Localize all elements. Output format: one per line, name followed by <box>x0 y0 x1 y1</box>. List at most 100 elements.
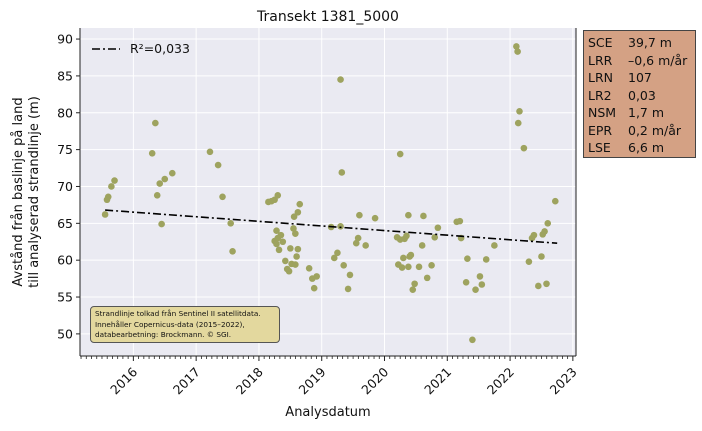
data-point <box>305 264 313 272</box>
data-point <box>407 251 415 259</box>
data-point <box>469 336 476 344</box>
data-point <box>337 76 344 83</box>
x-tick-label: 2017 <box>170 364 203 397</box>
data-point <box>472 286 479 293</box>
data-point <box>415 263 423 271</box>
y-tick-label: 65 <box>57 216 73 231</box>
data-point <box>108 183 115 190</box>
stat-key: LR2 <box>588 87 612 103</box>
data-point <box>398 264 406 271</box>
data-point <box>520 144 528 152</box>
data-point <box>400 254 407 262</box>
stat-value: 6,6 m <box>628 140 665 155</box>
data-point <box>346 271 354 279</box>
data-point <box>405 263 412 271</box>
data-point <box>405 211 412 219</box>
data-point <box>544 220 552 227</box>
stat-row: LR2 0,03 <box>588 87 695 105</box>
stat-key: NSM <box>588 105 617 120</box>
data-point <box>285 267 293 275</box>
data-point <box>111 177 118 184</box>
data-point <box>206 148 214 156</box>
y-tick-label: 50 <box>57 326 73 341</box>
data-point <box>313 273 320 280</box>
data-point <box>277 231 285 239</box>
stat-row: SCE 39,7 m <box>588 34 695 52</box>
data-point <box>371 214 379 222</box>
data-point <box>338 169 346 176</box>
data-point <box>294 208 302 216</box>
x-tick-label: 2016 <box>107 364 140 397</box>
y-tick-label: 70 <box>57 179 73 194</box>
data-point <box>352 239 360 247</box>
data-point <box>482 256 490 263</box>
stat-value: 0,2 m/år <box>628 122 682 138</box>
stat-key: EPR <box>588 122 613 138</box>
y-tick-label: 75 <box>57 142 73 157</box>
data-point <box>516 107 523 115</box>
stat-value: 1,7 m <box>628 105 665 120</box>
data-point <box>543 280 550 288</box>
data-point <box>409 286 417 293</box>
stat-row: LSE 6,6 m <box>588 139 695 157</box>
grid <box>80 28 576 356</box>
data-point <box>229 248 236 255</box>
stat-row: NSM 1,7 m <box>588 104 695 122</box>
data-point <box>273 227 280 234</box>
data-point <box>274 192 282 199</box>
data-point <box>356 211 363 219</box>
data-point <box>456 217 464 225</box>
data-point <box>153 192 161 199</box>
legend-label: R²=0,033 <box>130 41 190 56</box>
note-line: Strandlinje tolkad från Sentinel II sate… <box>95 309 261 318</box>
data-point <box>158 220 165 228</box>
x-tick-label: 2019 <box>296 364 329 397</box>
stat-row: LRN 107 <box>588 69 695 87</box>
stat-key: LRN <box>588 70 613 85</box>
data-point <box>279 238 287 246</box>
stat-key: SCE <box>588 35 613 50</box>
statistics-box: SCE 39,7 m LRR –0,6 m/år LRN 107 LR2 0,0… <box>583 30 696 158</box>
stat-row: LRR –0,6 m/år <box>588 52 695 70</box>
legend: R²=0,033 <box>92 41 190 56</box>
stat-value: 39,7 m <box>628 35 672 50</box>
data-point <box>514 119 522 127</box>
data-point <box>292 230 299 237</box>
x-tick-label: 2018 <box>233 364 266 397</box>
data-point <box>273 240 280 248</box>
data-point <box>428 262 435 269</box>
data-point <box>538 253 545 260</box>
stat-row: EPR 0,2 m/år <box>588 122 695 140</box>
data-point <box>464 255 471 263</box>
data-point <box>541 228 548 235</box>
data-point <box>214 161 222 169</box>
data-point <box>104 193 112 201</box>
y-tick-label: 60 <box>57 253 73 268</box>
data-point <box>152 119 159 127</box>
y-axis-label-line-2: till analyserad strandlinje (m) <box>27 96 42 288</box>
data-point <box>296 200 304 208</box>
data-point <box>344 285 352 293</box>
data-point <box>161 175 169 183</box>
y-tick-label: 90 <box>57 32 73 47</box>
data-point <box>219 193 226 201</box>
data-point <box>478 281 486 288</box>
data-point <box>354 234 362 242</box>
x-tick-label: 2021 <box>421 364 454 397</box>
x-axis-label: Analysdatum <box>285 405 370 420</box>
data-point <box>101 211 109 218</box>
y-tick-label: 55 <box>57 290 73 305</box>
data-point <box>411 280 418 288</box>
trend-line <box>105 209 558 245</box>
y-axis-label-line-1: Avstånd från baslinje på land <box>11 97 26 286</box>
data-point <box>292 261 299 268</box>
data-point <box>551 197 559 205</box>
data-point <box>294 245 302 253</box>
chart-title: Transekt 1381_5000 <box>256 9 399 25</box>
data-point <box>148 150 156 157</box>
data-point <box>290 225 297 232</box>
data-point <box>423 274 431 282</box>
data-point <box>530 231 538 239</box>
data-point <box>287 245 294 252</box>
